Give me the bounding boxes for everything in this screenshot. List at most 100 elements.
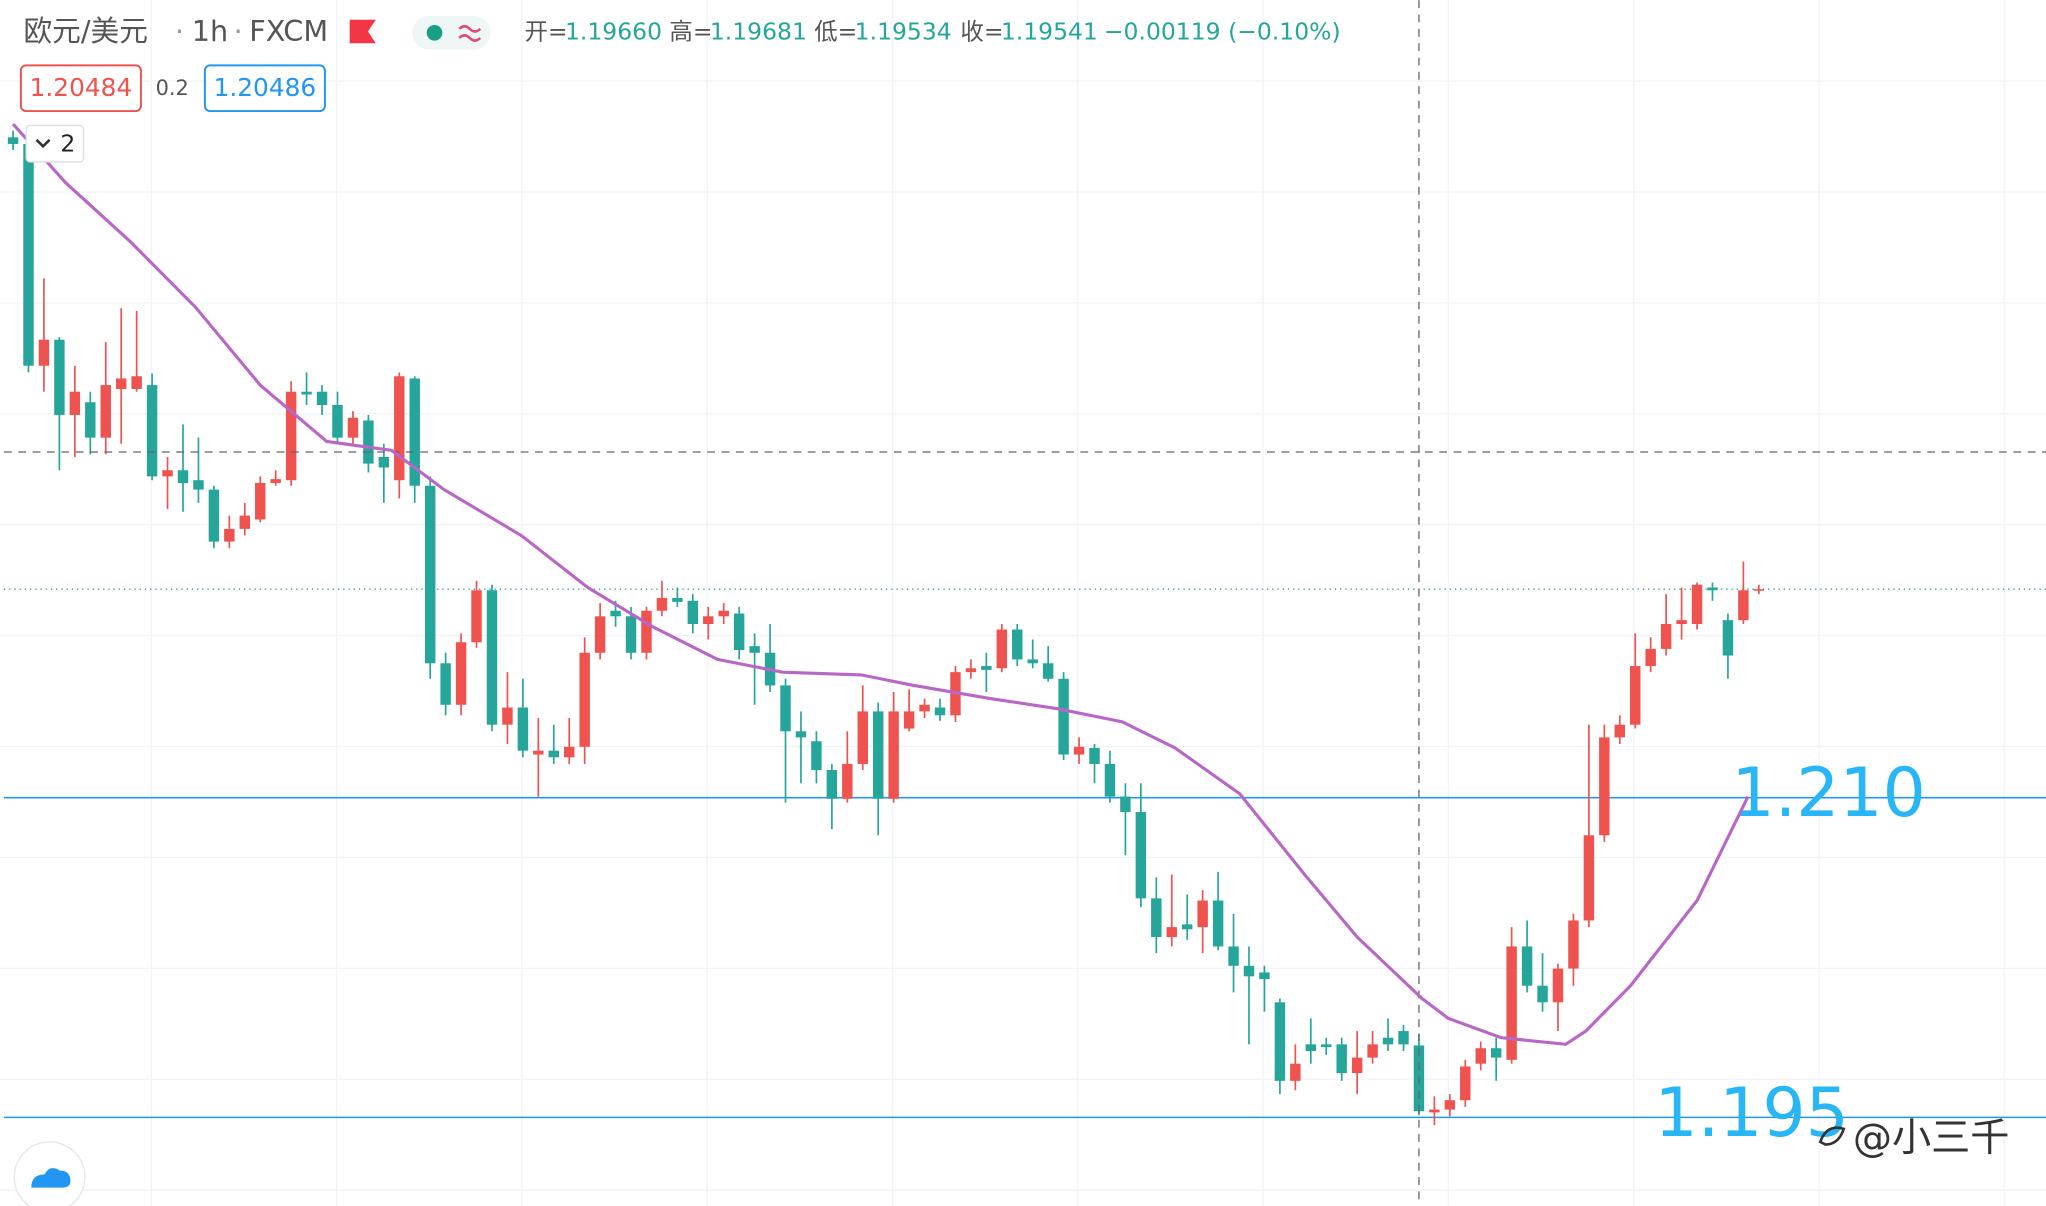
candle-body bbox=[903, 711, 915, 729]
candle-body bbox=[996, 629, 1008, 669]
interval[interactable]: 1h bbox=[192, 14, 228, 48]
candle-body bbox=[1753, 589, 1765, 591]
spread: 0.2 bbox=[156, 76, 189, 100]
candle-body bbox=[146, 385, 158, 477]
candle-body bbox=[1707, 587, 1718, 591]
levels: 1.210 1.195 bbox=[3, 588, 2046, 1153]
candle-body bbox=[733, 613, 745, 651]
sell-box[interactable] bbox=[19, 64, 142, 113]
indicator-toggle[interactable] bbox=[25, 124, 85, 163]
status-pill[interactable] bbox=[412, 15, 491, 50]
symbol[interactable]: 欧元/美元 bbox=[23, 14, 147, 48]
separator: · bbox=[234, 14, 243, 48]
candle-body bbox=[703, 616, 714, 625]
candle-body bbox=[115, 378, 127, 389]
candle-body bbox=[965, 668, 977, 673]
candle-body bbox=[1228, 946, 1239, 966]
candle-body bbox=[394, 376, 405, 481]
candle-body bbox=[1243, 965, 1255, 977]
candle-body bbox=[594, 616, 606, 653]
flag-icon[interactable] bbox=[349, 19, 376, 44]
candle-body bbox=[1460, 1066, 1471, 1101]
candle-body bbox=[842, 763, 853, 799]
candle-body bbox=[625, 616, 637, 653]
candle-body bbox=[1506, 946, 1517, 1060]
candle-body bbox=[981, 666, 992, 670]
candle-body bbox=[888, 711, 899, 799]
candle-body bbox=[378, 456, 390, 468]
buy-box[interactable] bbox=[203, 64, 326, 113]
candle-body bbox=[1290, 1063, 1301, 1081]
candle-body bbox=[718, 610, 729, 617]
candle-body bbox=[672, 598, 683, 602]
candle-body bbox=[1568, 920, 1579, 969]
candle-body bbox=[332, 405, 343, 438]
candle-body bbox=[687, 600, 699, 625]
candle-body bbox=[1691, 584, 1703, 625]
candle-body bbox=[1274, 1002, 1286, 1081]
bid-price[interactable]: 1.20484 bbox=[30, 73, 132, 102]
candle-body bbox=[1151, 898, 1162, 938]
candle-body bbox=[749, 646, 760, 653]
candle-body bbox=[934, 707, 946, 716]
candle-body bbox=[363, 420, 374, 464]
candle-body bbox=[919, 704, 930, 712]
candle-body bbox=[54, 339, 65, 415]
candle-body bbox=[255, 482, 266, 520]
ask-price[interactable]: 1.20486 bbox=[214, 73, 316, 102]
candle-body bbox=[1042, 663, 1054, 679]
candle-body bbox=[208, 489, 220, 542]
candle-body bbox=[100, 385, 111, 438]
candle-body bbox=[162, 470, 173, 477]
moving-average bbox=[11, 122, 1750, 1046]
watermark-icon bbox=[1818, 1126, 1846, 1146]
candle-body bbox=[1058, 678, 1069, 755]
candle-body bbox=[38, 339, 50, 366]
candle-body bbox=[1630, 666, 1641, 725]
candle-body bbox=[1614, 724, 1626, 738]
candle-body bbox=[85, 402, 96, 438]
candle-body bbox=[270, 479, 281, 483]
candle-body bbox=[177, 470, 189, 483]
candle-body bbox=[533, 750, 544, 755]
candle-body bbox=[1722, 620, 1734, 656]
candle-body bbox=[471, 590, 482, 643]
candle-body bbox=[69, 391, 81, 415]
candle-body bbox=[1104, 763, 1116, 797]
change: −0.00119 (−0.10%) bbox=[1104, 17, 1341, 45]
candle-body bbox=[1336, 1044, 1347, 1074]
ohlc-label: 收= bbox=[960, 17, 1003, 45]
candle-body bbox=[872, 711, 884, 799]
candle-body bbox=[193, 480, 204, 490]
candle-body bbox=[285, 391, 297, 481]
candle-body bbox=[795, 731, 807, 738]
candle-body bbox=[1583, 835, 1595, 921]
candle-body bbox=[1212, 900, 1224, 947]
candle-body bbox=[131, 376, 142, 389]
candle-body bbox=[224, 528, 235, 542]
candle-body bbox=[1305, 1044, 1317, 1051]
candle-body bbox=[1676, 620, 1687, 625]
candle-body bbox=[579, 652, 590, 747]
candle-body bbox=[1351, 1057, 1363, 1074]
candle-body bbox=[1738, 590, 1749, 621]
candle-body bbox=[826, 770, 838, 799]
candle-body bbox=[23, 143, 34, 366]
candle-body bbox=[1089, 747, 1100, 764]
candle-body bbox=[1181, 924, 1193, 930]
indicator-count: 2 bbox=[60, 129, 75, 157]
status-dot bbox=[426, 24, 443, 41]
candle-body bbox=[424, 485, 436, 664]
candle-body bbox=[1382, 1037, 1394, 1045]
candle-body bbox=[780, 685, 791, 732]
candle-body bbox=[1367, 1044, 1378, 1058]
candle-body bbox=[1012, 629, 1023, 660]
ohlc-label: 低= bbox=[814, 17, 857, 45]
candle-body bbox=[7, 137, 19, 144]
candle-body bbox=[1537, 985, 1548, 1003]
level-annotation: 1.195 bbox=[1655, 1074, 1849, 1153]
candle-body bbox=[517, 707, 529, 751]
candle-body bbox=[656, 598, 668, 611]
candle-body bbox=[641, 610, 652, 653]
overlay bbox=[3, 0, 2046, 1206]
